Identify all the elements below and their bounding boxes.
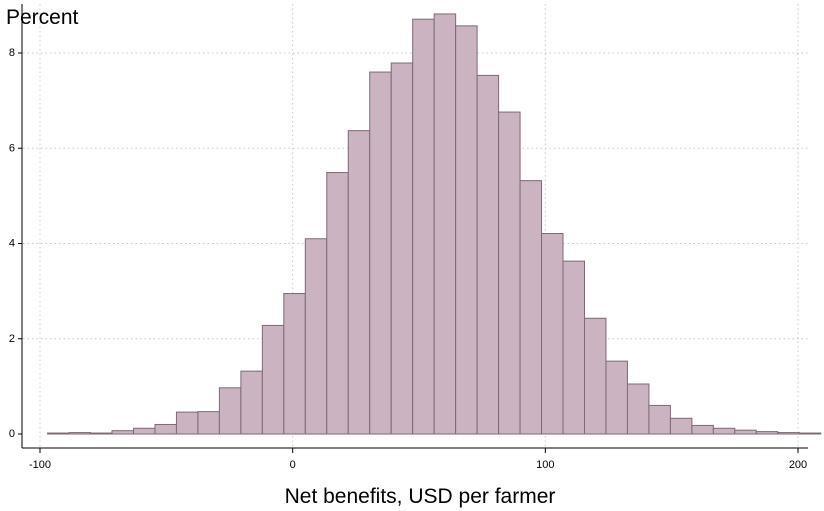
histogram-bar <box>433 13 457 435</box>
tick-labels: 0 2 4 6 8 -100 0 100 200 <box>9 47 807 471</box>
histogram-bar <box>669 417 693 435</box>
histogram-bar <box>326 172 349 435</box>
histogram-bar <box>605 360 628 435</box>
histogram-bar <box>111 430 134 435</box>
histogram-bar <box>283 293 306 435</box>
y-tick-label: 2 <box>9 333 15 345</box>
histogram-bar <box>691 424 714 435</box>
y-tick-label: 6 <box>9 142 15 154</box>
histogram-bar <box>412 18 435 435</box>
histogram-bar <box>369 71 392 435</box>
histogram-bar <box>798 432 822 435</box>
histogram-bar <box>304 238 328 435</box>
y-tick-label: 0 <box>9 428 15 440</box>
histogram-bar <box>175 411 199 435</box>
x-tick-label: -100 <box>29 459 51 471</box>
histogram-bar <box>132 427 156 435</box>
y-axis-title: Percent <box>6 6 79 29</box>
histogram-bar <box>648 404 671 435</box>
histogram-bar <box>734 429 757 435</box>
histogram-bars <box>47 13 822 435</box>
histogram-bar <box>519 180 543 435</box>
histogram-bar <box>261 324 285 435</box>
histogram-bar <box>583 317 607 435</box>
histogram-bar <box>777 432 800 435</box>
histogram-bar <box>626 383 650 435</box>
x-axis-title: Net benefits, USD per farmer <box>285 485 556 508</box>
histogram-bar <box>455 25 478 435</box>
histogram-bar <box>755 431 779 435</box>
y-tick-label: 8 <box>9 47 15 59</box>
histogram-bar <box>712 427 736 435</box>
histogram-bar <box>498 111 521 435</box>
histogram-bar <box>347 130 371 435</box>
histogram-bar <box>47 432 70 435</box>
histogram-bar <box>90 432 113 435</box>
x-tick-label: 0 <box>290 459 296 471</box>
y-tick-label: 4 <box>9 238 15 250</box>
histogram-bar <box>541 232 564 435</box>
histogram-bar <box>68 432 92 435</box>
histogram-bar <box>154 423 177 435</box>
axes <box>18 4 808 453</box>
histogram-bar <box>390 62 414 435</box>
histogram-bar <box>562 260 585 435</box>
histogram-bar <box>476 74 500 435</box>
x-tick-label: 200 <box>789 459 807 471</box>
histogram-bar <box>197 411 220 435</box>
x-tick-label: 100 <box>536 459 554 471</box>
histogram-bar <box>218 387 242 435</box>
histogram-bar <box>240 370 263 435</box>
